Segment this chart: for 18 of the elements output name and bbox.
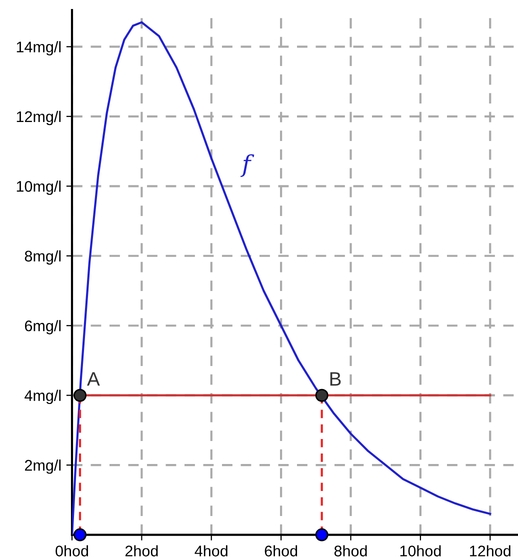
- x-tick-label: 6hod: [264, 545, 298, 556]
- x-tick-label: 2hod: [125, 545, 158, 556]
- x-tick-label: 12hod: [470, 545, 510, 556]
- y-tick-label: 12mg/l: [16, 110, 61, 126]
- x-tick-label: 0hod: [56, 545, 88, 556]
- line-series: [72, 21, 492, 535]
- x-tick-label: 8hod: [334, 545, 367, 556]
- series-label: f: [240, 154, 254, 178]
- series-label: B: [330, 372, 341, 386]
- y-tick-label: 8mg/l: [24, 250, 61, 265]
- y-tick-label: 2mg/l: [24, 460, 61, 474]
- y-tick-label: 10mg/l: [16, 180, 61, 195]
- y-tick-label: 14mg/l: [16, 41, 61, 56]
- x-tick-label: 4hod: [194, 545, 228, 556]
- x-tick-label: 10hod: [400, 545, 441, 556]
- y-tick-label: 6mg/l: [25, 320, 61, 334]
- series-label: A: [87, 372, 100, 386]
- y-tick-label: 4mg/l: [24, 390, 61, 404]
